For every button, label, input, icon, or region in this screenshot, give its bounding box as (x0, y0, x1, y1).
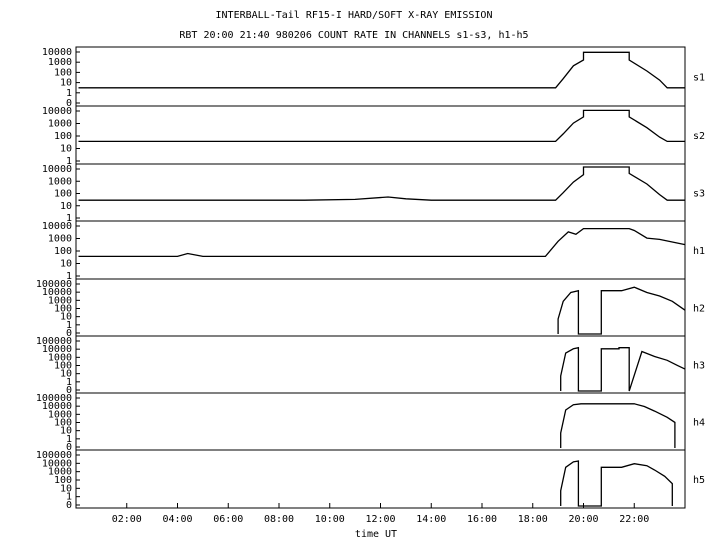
y-tick-label: 10 (60, 369, 72, 380)
y-tick-label: 10 (60, 259, 72, 270)
y-tick-label: 10000 (42, 344, 72, 355)
channel-label: h1 (693, 246, 705, 257)
y-tick-label: 1000 (48, 176, 72, 187)
panel-frame (75, 163, 686, 222)
panel-frame (75, 335, 686, 394)
y-tick-label: 1 (66, 320, 72, 331)
chart-subtitle: RBT 20:00 21:40 980206 COUNT RATE IN CHA… (179, 30, 528, 41)
x-tick-label: 12:00 (365, 514, 395, 525)
y-tick-label: 1 (66, 492, 72, 503)
y-tick-label: 10 (60, 483, 72, 494)
x-tick-label: 20:00 (568, 514, 598, 525)
y-tick-label: 10000 (42, 164, 72, 175)
y-tick-label: 1 (66, 88, 72, 99)
x-tick-label: 16:00 (467, 514, 497, 525)
y-tick-label: 1 (66, 213, 72, 224)
y-tick-label: 0 (66, 328, 72, 339)
y-tick-label: 1 (66, 377, 72, 388)
channel-label: s1 (693, 73, 705, 84)
y-tick-label: 1 (66, 156, 72, 167)
y-tick-label: 1000 (48, 234, 72, 245)
y-tick-label: 1000 (48, 57, 72, 68)
y-tick-label: 10 (60, 312, 72, 323)
series-line-h2 (557, 286, 686, 335)
y-tick-label: 1000 (48, 295, 72, 306)
y-tick-label: 1000 (48, 409, 72, 420)
channel-label: h3 (693, 361, 705, 372)
panel-frame (75, 392, 686, 451)
y-tick-label: 100 (54, 131, 72, 142)
y-tick-label: 100 (54, 246, 72, 257)
series-line-h4 (560, 403, 676, 448)
y-tick-label: 100 (54, 304, 72, 315)
x-tick-label: 02:00 (112, 514, 142, 525)
y-tick-label: 0 (66, 385, 72, 396)
y-tick-label: 100 (54, 475, 72, 486)
x-tick-label: 06:00 (213, 514, 243, 525)
y-tick-label: 10000 (42, 47, 72, 58)
y-tick-label: 0 (66, 500, 72, 511)
x-tick-label: 22:00 (619, 514, 649, 525)
y-tick-label: 10 (60, 201, 72, 212)
channel-label: s2 (693, 131, 705, 142)
channel-label: h4 (693, 418, 705, 429)
channel-label: s3 (693, 189, 705, 200)
y-tick-label: 100000 (36, 450, 72, 461)
y-tick-label: 1000 (48, 119, 72, 130)
channel-label: h2 (693, 304, 705, 315)
y-tick-label: 100 (54, 67, 72, 78)
x-tick-label: 08:00 (264, 514, 294, 525)
panel-frame (75, 449, 686, 509)
y-tick-label: 10000 (42, 106, 72, 117)
x-axis-label: time UT (355, 529, 397, 540)
y-tick-label: 100 (54, 189, 72, 200)
series-line-s1 (78, 51, 685, 89)
x-tick-label: 10:00 (315, 514, 345, 525)
y-tick-label: 1 (66, 271, 72, 282)
series-line-h5 (560, 460, 673, 507)
channel-label: h5 (693, 475, 705, 486)
y-tick-label: 100000 (36, 279, 72, 290)
panel-frame (75, 220, 686, 280)
series-line-s3 (78, 166, 685, 201)
y-tick-label: 10 (60, 426, 72, 437)
y-tick-label: 100 (54, 418, 72, 429)
x-tick-label: 04:00 (162, 514, 192, 525)
y-tick-label: 1000 (48, 352, 72, 363)
panel-frame (75, 46, 686, 107)
y-tick-label: 1 (66, 434, 72, 445)
x-tick-label: 18:00 (518, 514, 548, 525)
series-line-h3 (560, 346, 686, 392)
y-tick-label: 10000 (42, 458, 72, 469)
y-tick-label: 10000 (42, 401, 72, 412)
y-tick-label: 1000 (48, 467, 72, 478)
y-tick-label: 10 (60, 144, 72, 155)
panel-stack: 1000010001001010s1100001000100101s210000… (36, 46, 705, 511)
panel-frame (75, 105, 686, 165)
y-tick-label: 10000 (42, 287, 72, 298)
x-axis: 02:00 04:00 06:00 08:00 10:00 12:00 14:00 16:00… (112, 503, 649, 525)
x-tick-label: 14:00 (416, 514, 446, 525)
panel-frame (75, 278, 686, 337)
y-tick-label: 10000 (42, 221, 72, 232)
series-line-s2 (78, 109, 685, 143)
y-tick-label: 100 (54, 361, 72, 372)
series-line-h1 (78, 227, 686, 258)
y-tick-label: 100000 (36, 336, 72, 347)
y-tick-label: 0 (66, 442, 72, 453)
y-tick-label: 100000 (36, 393, 72, 404)
y-tick-label: 0 (66, 98, 72, 109)
chart-title: INTERBALL-Tail RF15-I HARD/SOFT X-RAY EM… (216, 10, 493, 21)
y-tick-label: 10 (60, 78, 72, 89)
